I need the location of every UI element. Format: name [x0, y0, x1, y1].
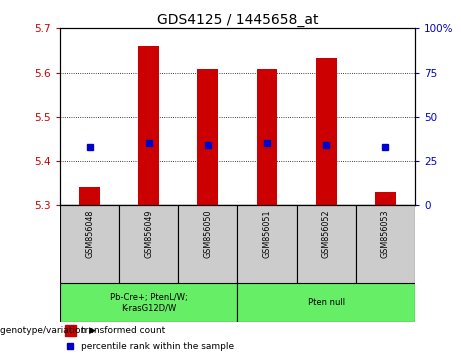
Text: GSM856051: GSM856051	[262, 209, 272, 258]
Text: GSM856052: GSM856052	[322, 209, 331, 258]
Bar	[375, 192, 396, 205]
Bar	[79, 187, 100, 205]
Bar	[257, 69, 278, 205]
Text: Pten null: Pten null	[307, 298, 345, 307]
Text: transformed count: transformed count	[81, 326, 165, 335]
Title: GDS4125 / 1445658_at: GDS4125 / 1445658_at	[157, 13, 318, 27]
Bar	[316, 58, 337, 205]
Text: percentile rank within the sample: percentile rank within the sample	[81, 342, 234, 350]
Bar	[178, 205, 237, 283]
Bar	[65, 325, 76, 336]
Bar	[119, 205, 178, 283]
Text: genotype/variation ▶: genotype/variation ▶	[0, 326, 96, 335]
Bar	[138, 46, 159, 205]
Text: GSM856053: GSM856053	[381, 209, 390, 258]
Bar	[197, 69, 218, 205]
Bar	[296, 205, 356, 283]
Text: Pb-Cre+; PtenL/W;
K-rasG12D/W: Pb-Cre+; PtenL/W; K-rasG12D/W	[110, 293, 188, 312]
Bar	[237, 283, 415, 322]
Bar	[60, 205, 119, 283]
Text: GSM856049: GSM856049	[144, 209, 153, 258]
Bar	[60, 283, 237, 322]
Text: GSM856050: GSM856050	[203, 209, 213, 258]
Bar	[356, 205, 415, 283]
Text: GSM856048: GSM856048	[85, 209, 94, 258]
Bar	[237, 205, 296, 283]
